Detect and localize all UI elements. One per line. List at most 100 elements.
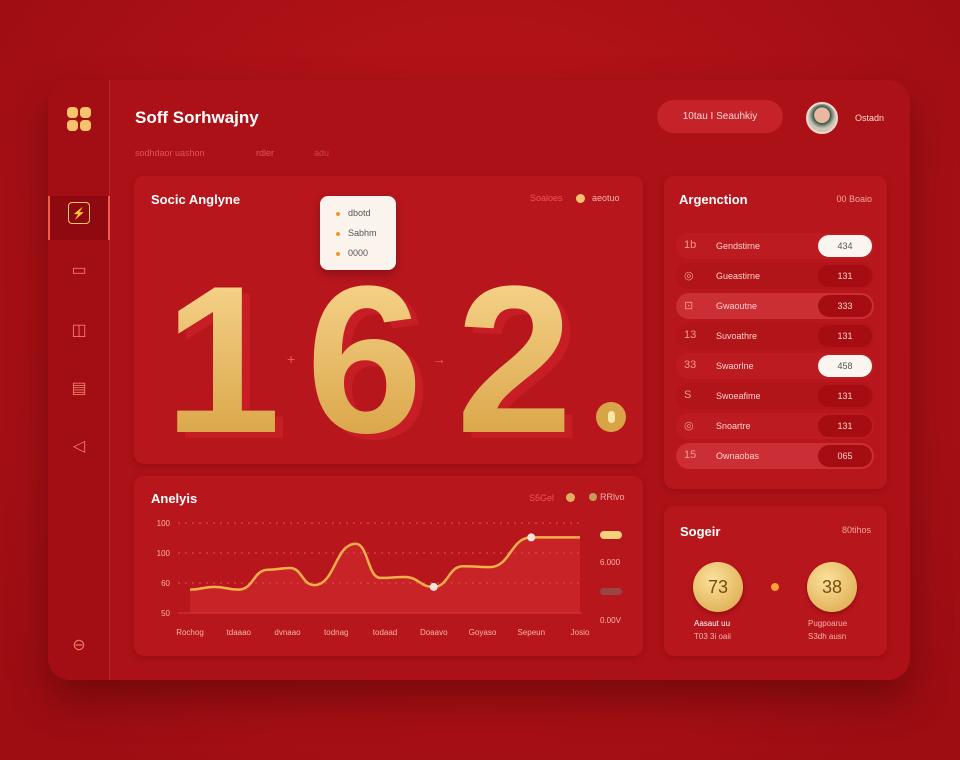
score-sublabel: S3dh ausn	[808, 632, 847, 641]
square-icon[interactable]: ◫	[71, 322, 87, 339]
chart-legend-dot	[589, 493, 597, 501]
y-tick-label: 100	[157, 519, 171, 528]
legend-item-1: Soaloes	[530, 193, 563, 203]
row-label: Snoartre	[716, 421, 751, 431]
list-title: Argenction	[679, 192, 748, 207]
list-item[interactable]: S Swoeafime 131	[676, 383, 874, 409]
list-item[interactable]: 33 Swaorlne 458	[676, 353, 874, 379]
y-tick-label: 50	[161, 609, 170, 618]
tab-3[interactable]: adu	[314, 148, 330, 158]
legend-item-2: aeotuo	[592, 193, 620, 203]
tab-1[interactable]: sodhdaor uashon	[135, 148, 205, 158]
chart-legend-2: RRlvo	[600, 492, 625, 502]
score-title: Sogeir	[680, 524, 721, 539]
chart-panel: Anelyis S5Gel RRlvo 6.000 0.00V	[134, 476, 643, 656]
list-item[interactable]: ◎ Snoartre 131	[676, 413, 874, 439]
x-tick-label: Josio	[571, 628, 590, 637]
list-item[interactable]: 1b Gendstirne 434	[676, 233, 874, 259]
list-item[interactable]: ⊡ Gwaoutne 333	[676, 293, 874, 319]
row-value: 131	[818, 385, 872, 407]
card-icon[interactable]: ▤	[71, 380, 87, 397]
big-digit-1: 1	[164, 242, 281, 465]
tooltip-row: dbotd	[336, 208, 371, 218]
x-tick-label: tdaaao	[227, 628, 252, 637]
row-value: 131	[818, 265, 872, 287]
list-action[interactable]: 00 Boaio	[836, 194, 872, 204]
row-label: Gendstirne	[716, 241, 761, 251]
score-coin-1: 73	[693, 562, 743, 612]
side-indicator	[600, 531, 622, 539]
row-value: 131	[818, 415, 872, 437]
row-label: Gueastirne	[716, 271, 761, 281]
area-fill	[190, 537, 580, 613]
tab-2[interactable]: rdler	[256, 148, 275, 158]
score-panel: Sogeir 80tihos 73 38 Aasaut uu T03 3i oa…	[664, 506, 887, 656]
row-value: 065	[818, 445, 872, 467]
row-label: Suvoathre	[716, 331, 758, 341]
series-line	[189, 536, 580, 591]
row-icon: 15	[684, 449, 697, 461]
x-tick-label: Rochog	[176, 628, 204, 637]
x-tick-label: todaad	[373, 628, 397, 637]
data-point-marker	[527, 533, 536, 542]
x-tick-label: Sepeun	[517, 628, 545, 637]
big-digit-2: 6	[306, 242, 423, 465]
avatar[interactable]	[806, 102, 838, 134]
tooltip-text: dbotd	[348, 208, 371, 218]
row-value: 458	[818, 355, 872, 377]
header-action-button[interactable]: 10tau I Seauhkiy	[657, 100, 783, 133]
row-label: Ownaobas	[716, 451, 760, 461]
big-digit-3: 2	[456, 242, 573, 465]
row-label: Gwaoutne	[716, 301, 758, 311]
tooltip: dbotd Sabhm 0000	[320, 196, 396, 270]
x-tick-label: dvnaao	[274, 628, 301, 637]
list-item[interactable]: 15 Ownaobas 065	[676, 443, 874, 469]
tooltip-text: Sabhm	[348, 228, 377, 238]
sidebar: ⚡ ▭ ◫ ▤ ◁ ⊖	[48, 80, 110, 680]
dashboard-icon[interactable]: ⚡	[68, 202, 90, 224]
score-action[interactable]: 80tihos	[841, 525, 871, 535]
shield-icon[interactable]: ◁	[72, 438, 86, 455]
x-tick-label: Goyaso	[469, 628, 497, 637]
tooltip-row: Sabhm	[336, 228, 377, 238]
score-coin-2: 38	[807, 562, 857, 612]
side-label: 0.00V	[600, 616, 621, 625]
legend-dot	[576, 194, 585, 203]
settings-icon[interactable]: ⊖	[72, 637, 86, 654]
row-label: Swoeafime	[716, 391, 761, 401]
row-value: 434	[818, 235, 872, 257]
sidebar-active-highlight	[48, 196, 110, 240]
row-icon: 1b	[684, 239, 697, 251]
x-tick-label: Doaavo	[420, 628, 448, 637]
data-point-marker	[429, 582, 438, 591]
y-tick-label: 60	[161, 579, 170, 588]
arrow-right-icon: →	[432, 351, 446, 367]
row-value: 333	[818, 295, 872, 317]
tooltip-text: 0000	[348, 248, 369, 258]
score-sublabel: T03 3i oaii	[694, 632, 731, 641]
row-icon: S	[684, 389, 692, 401]
row-icon: 13	[684, 329, 697, 341]
score-label: Aasaut uu	[694, 619, 731, 628]
side-label: 6.000	[600, 558, 621, 567]
row-icon: 33	[684, 359, 697, 371]
screen-icon[interactable]: ▭	[71, 262, 87, 279]
row-label: Swaorlne	[716, 361, 754, 371]
separator-dot	[771, 583, 779, 591]
hero-title: Socic Anglyne	[151, 192, 241, 207]
x-tick-label: todnag	[324, 628, 348, 637]
plus-icon: +	[287, 351, 296, 367]
logo-icon	[67, 107, 91, 131]
row-value: 131	[818, 325, 872, 347]
chart-title: Anelyis	[151, 491, 198, 506]
chart-legend-dot	[566, 493, 575, 502]
y-tick-label: 100	[157, 549, 171, 558]
side-indicator	[600, 588, 622, 595]
list-item[interactable]: 13 Suvoathre 131	[676, 323, 874, 349]
page-title: Soff Sorhwajny	[135, 108, 259, 127]
user-name[interactable]: Ostadn	[855, 113, 885, 123]
row-icon: ⊡	[684, 300, 694, 312]
list-item[interactable]: ◎ Gueastirne 131	[676, 263, 874, 289]
row-icon: ◎	[684, 420, 694, 432]
chart-legend-1: S5Gel	[529, 493, 555, 503]
